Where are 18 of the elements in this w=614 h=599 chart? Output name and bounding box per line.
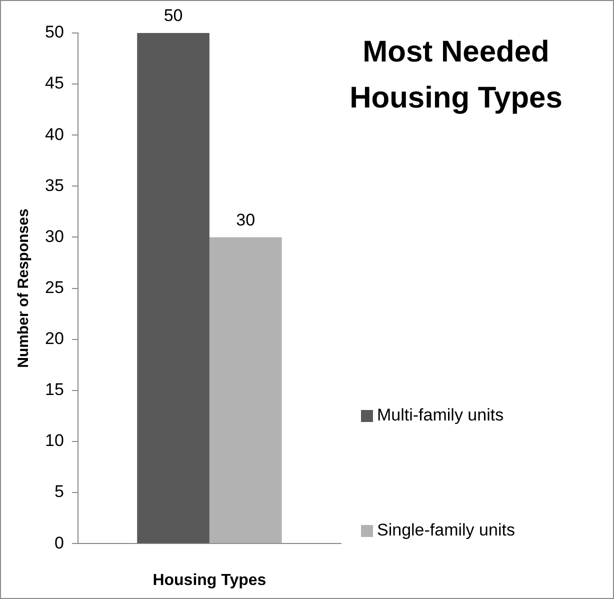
y-tick-label: 25 bbox=[44, 278, 64, 297]
data-label: 50 bbox=[164, 6, 183, 26]
y-tick-label: 15 bbox=[44, 380, 64, 400]
y-tick-label: 30 bbox=[44, 226, 64, 246]
y-tick-label: 35 bbox=[44, 176, 64, 195]
y-tick-label: 50 bbox=[44, 22, 64, 42]
y-tick-label: 40 bbox=[44, 124, 64, 144]
legend-label: Multi-family units bbox=[377, 406, 504, 425]
y-tick-label: 10 bbox=[44, 431, 64, 450]
y-tick-label: 45 bbox=[44, 74, 64, 93]
x-axis-title: Housing Types bbox=[152, 572, 266, 589]
data-label: 30 bbox=[236, 210, 256, 230]
legend-label: Single-family units bbox=[377, 520, 515, 540]
y-tick-label: 0 bbox=[54, 533, 64, 552]
y-axis-title: Number of Responses bbox=[15, 208, 32, 368]
y-tick-label: 5 bbox=[54, 482, 64, 502]
y-tick-label: 20 bbox=[44, 329, 64, 348]
text: Most Needed Housing Types bbox=[350, 35, 562, 114]
